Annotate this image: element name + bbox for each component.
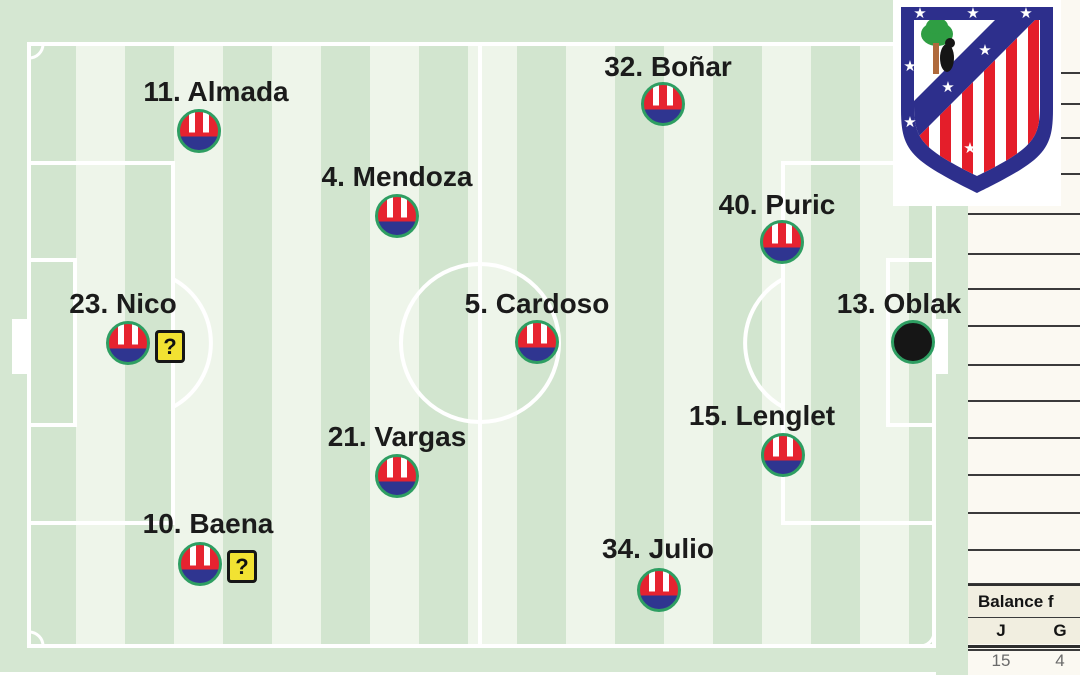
table-row-line (968, 549, 1080, 551)
player-marker-bonar (641, 82, 685, 126)
player-label-bonar: 32. Boñar (604, 51, 732, 82)
player-marker-puric (760, 220, 804, 264)
player-label-baena: 10. Baena (142, 508, 274, 539)
table-divider (968, 645, 1080, 648)
table-divider (968, 649, 1080, 651)
player-label-julio: 34. Julio (601, 533, 715, 564)
player-label-mendoza: 4. Mendoza (321, 161, 473, 192)
table-row-line (968, 288, 1080, 290)
goal-left (12, 319, 27, 374)
player-marker-lenglet (761, 433, 805, 477)
player-marker-almada (177, 109, 221, 153)
player-marker-cardoso (515, 320, 559, 364)
svg-text:★: ★ (963, 139, 976, 157)
pitch-markings (27, 42, 936, 648)
player-marker-baena (178, 542, 222, 586)
balance-header: Balance f (968, 586, 1080, 617)
player-label-oblak: 13. Oblak (836, 288, 962, 319)
stat-value-J: 15 (991, 651, 1011, 670)
table-row-line (968, 437, 1080, 439)
bottom-edge (0, 672, 936, 675)
player-marker-vargas (375, 454, 419, 498)
player-marker-mendoza (375, 194, 419, 238)
table-divider (968, 584, 1080, 587)
player-label-nico: 23. Nico (69, 288, 177, 319)
player-label-vargas: 21. Vargas (327, 421, 467, 452)
player-marker-julio (637, 568, 681, 612)
player-label-lenglet: 15. Lenglet (688, 400, 836, 431)
svg-text:★: ★ (966, 4, 979, 22)
svg-text:★: ★ (978, 41, 991, 59)
crest-stars: ★ ★ ★ ★ ★ ★ ★ ★ (903, 4, 1032, 157)
svg-text:★: ★ (903, 57, 916, 75)
player-marker-oblak (891, 320, 935, 364)
table-row-line (968, 325, 1080, 327)
goal-right (934, 319, 948, 374)
player-label-almada: 11. Almada (143, 76, 289, 107)
svg-text:★: ★ (913, 4, 926, 22)
table-row-line (968, 213, 1080, 215)
table-row-line (968, 364, 1080, 366)
atletico-madrid-crest-icon: ★ ★ ★ ★ ★ ★ ★ ★ (893, 0, 1061, 206)
table-row-line (968, 512, 1080, 514)
svg-text:★: ★ (903, 113, 916, 131)
stat-value-G: 4 (1055, 651, 1065, 670)
player-label-cardoso: 5. Cardoso (464, 288, 610, 319)
table-row-line (968, 400, 1080, 402)
svg-text:★: ★ (1019, 4, 1032, 22)
player-marker-nico (106, 321, 150, 365)
table-row-line (968, 474, 1080, 476)
doubt-badge-baena: ? (227, 550, 257, 583)
bear-and-tree-icon (921, 20, 955, 74)
player-label-puric: 40. Puric (718, 189, 836, 220)
svg-text:★: ★ (941, 78, 954, 96)
column-header-J: J (996, 621, 1006, 640)
column-header-G: G (1053, 621, 1067, 640)
doubt-badge-nico: ? (155, 330, 185, 363)
table-row-line (968, 253, 1080, 255)
